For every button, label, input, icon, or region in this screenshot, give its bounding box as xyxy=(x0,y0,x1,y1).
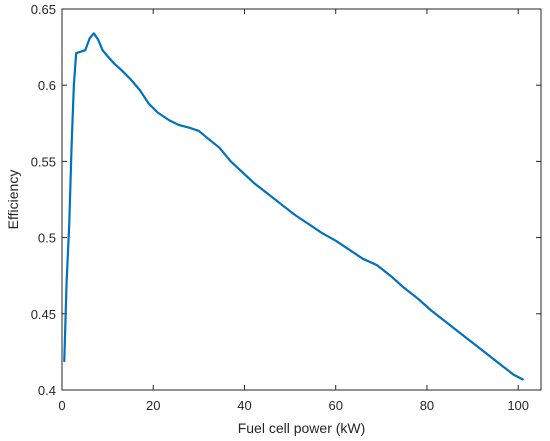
efficiency-curve xyxy=(63,32,524,381)
y-tick-label: 0.55 xyxy=(31,154,56,169)
x-tick-label: 100 xyxy=(507,398,529,413)
axis-ticks xyxy=(61,8,541,391)
y-tick-label: 0.65 xyxy=(31,2,56,17)
x-tick-label: 40 xyxy=(237,398,251,413)
x-tick-label: 60 xyxy=(328,398,342,413)
y-tick-label: 0.45 xyxy=(31,307,56,322)
y-tick-label: 0.6 xyxy=(38,78,56,93)
x-axis-label: Fuel cell power (kW) xyxy=(238,420,366,436)
y-tick-label: 0.5 xyxy=(38,231,56,246)
x-tick-label: 80 xyxy=(420,398,434,413)
y-tick-label: 0.4 xyxy=(38,383,56,398)
plot-area xyxy=(61,8,542,391)
y-axis-label: Efficiency xyxy=(5,170,21,230)
x-tick-label: 20 xyxy=(146,398,160,413)
x-tick-label: 0 xyxy=(58,398,65,413)
tick-labels: 0 20 40 60 80 100 0.4 0.45 0.5 0.55 0.6 0.65 xyxy=(31,2,529,413)
